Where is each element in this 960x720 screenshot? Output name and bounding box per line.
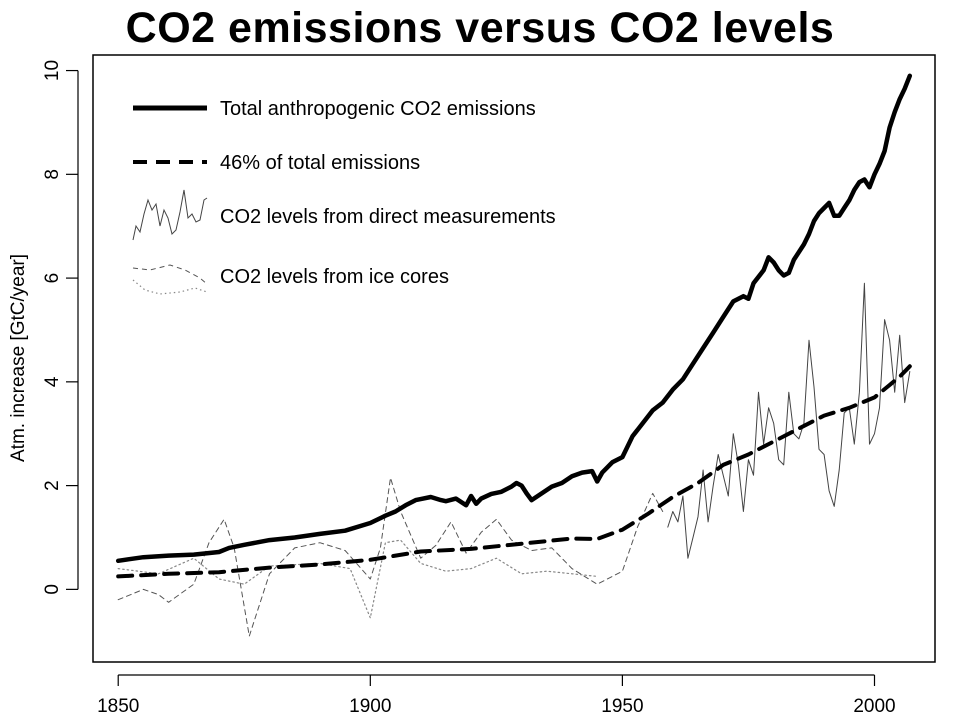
chart-title: CO2 emissions versus CO2 levels bbox=[125, 4, 835, 52]
y-tick-label: 4 bbox=[42, 376, 63, 387]
series-line-4 bbox=[117, 477, 664, 637]
y-axis-label: Atm. increase [GtC/year] bbox=[8, 254, 29, 462]
legend-label-total-emissions: Total anthropogenic CO2 emissions bbox=[220, 98, 536, 120]
legend-item-direct-measurements: CO2 levels from direct measurements bbox=[132, 189, 556, 241]
series-line-3 bbox=[667, 282, 911, 559]
y-tick-label: 0 bbox=[42, 584, 63, 595]
x-tick-label: 2000 bbox=[853, 696, 895, 717]
y-tick-label: 8 bbox=[42, 169, 63, 180]
y-tick-label: 6 bbox=[42, 273, 63, 284]
y-tick-label: 2 bbox=[42, 480, 63, 491]
series-layer bbox=[115, 73, 913, 637]
legend-label-ice-cores: CO2 levels from ice cores bbox=[220, 266, 449, 288]
series-line-5 bbox=[117, 539, 598, 619]
legend: Total anthropogenic CO2 emissions 46% of… bbox=[132, 98, 556, 295]
y-axis: 0 2 4 6 8 10 bbox=[42, 60, 79, 595]
legend-item-total-emissions: Total anthropogenic CO2 emissions bbox=[133, 98, 536, 120]
legend-item-ice-cores: CO2 levels from ice cores bbox=[132, 264, 449, 295]
x-axis: 1850 1900 1950 2000 bbox=[97, 674, 896, 717]
legend-label-46-percent: 46% of total emissions bbox=[220, 152, 420, 174]
x-tick-label: 1900 bbox=[349, 696, 391, 717]
series-line-2 bbox=[116, 364, 912, 579]
plot-frame bbox=[92, 54, 936, 663]
legend-label-direct-measurements: CO2 levels from direct measurements bbox=[220, 206, 556, 228]
x-tick-label: 1950 bbox=[601, 696, 643, 717]
legend-swatch-direct-measurements bbox=[132, 189, 208, 241]
legend-swatch-ice-cores-dotted bbox=[132, 279, 208, 295]
x-tick-label: 1850 bbox=[97, 696, 139, 717]
y-tick-label: 10 bbox=[42, 60, 63, 81]
series-line-1 bbox=[115, 73, 913, 564]
legend-swatch-ice-cores-dashed bbox=[132, 264, 208, 285]
legend-item-46-percent: 46% of total emissions bbox=[133, 152, 420, 174]
